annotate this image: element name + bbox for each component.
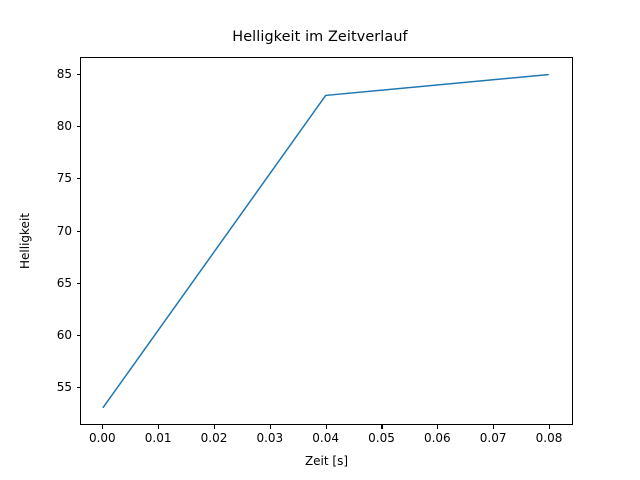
y-tick-mark bbox=[76, 178, 80, 180]
y-tick-mark bbox=[76, 282, 80, 284]
y-tick-label: 70 bbox=[56, 223, 72, 238]
x-axis-label: Zeit [s] bbox=[304, 454, 349, 468]
x-tick-mark bbox=[102, 425, 104, 429]
x-tick-label: 0.02 bbox=[200, 431, 228, 445]
y-tick-mark bbox=[76, 335, 80, 337]
y-tick-label: 75 bbox=[56, 171, 72, 186]
y-tick-mark bbox=[76, 73, 80, 75]
y-tick-mark bbox=[76, 230, 80, 232]
y-tick-label: 80 bbox=[56, 119, 72, 133]
y-tick-label: 55 bbox=[56, 380, 72, 395]
x-tick-mark bbox=[493, 425, 495, 429]
x-tick-label: 0.01 bbox=[144, 431, 172, 445]
x-tick-mark bbox=[325, 425, 327, 429]
plot-area bbox=[102, 73, 549, 409]
x-tick-label: 0.08 bbox=[535, 431, 563, 445]
y-tick-label: 60 bbox=[56, 328, 72, 343]
x-tick-mark bbox=[158, 425, 160, 429]
x-tick-label: 0.04 bbox=[312, 431, 340, 445]
chart-title: Helligkeit im Zeitverlauf bbox=[232, 29, 408, 45]
x-tick-mark bbox=[548, 425, 551, 429]
x-tick-mark bbox=[269, 425, 271, 429]
x-tick-mark bbox=[437, 425, 439, 429]
x-tick-mark bbox=[381, 425, 383, 429]
data-series-line bbox=[102, 73, 549, 409]
x-tick-mark bbox=[213, 425, 216, 429]
x-tick-label: 0.00 bbox=[88, 431, 116, 445]
y-tick-mark bbox=[76, 126, 80, 128]
y-tick-mark bbox=[76, 387, 80, 389]
plot-axes-frame bbox=[80, 57, 573, 425]
y-tick-label: 65 bbox=[56, 275, 72, 290]
y-axis-label: Helligkeit bbox=[18, 213, 32, 269]
x-tick-label: 0.03 bbox=[256, 431, 284, 445]
x-tick-label: 0.07 bbox=[479, 431, 507, 445]
x-tick-label: 0.06 bbox=[423, 431, 451, 445]
x-tick-label: 0.05 bbox=[368, 431, 395, 445]
y-tick-label: 85 bbox=[56, 66, 72, 81]
